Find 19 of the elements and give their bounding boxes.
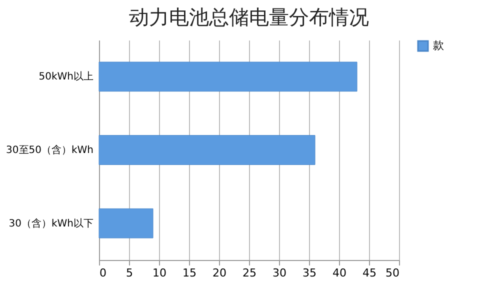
x-tick-label: 45 bbox=[362, 266, 376, 280]
y-tick-label: 30至50（含）kWh bbox=[6, 144, 94, 156]
x-tick-label: 20 bbox=[212, 266, 226, 280]
legend-label: 款 bbox=[433, 39, 444, 52]
chart-title: 动力电池总储电量分布情况 bbox=[129, 5, 369, 29]
bar bbox=[98, 62, 358, 92]
x-tick-label: 30 bbox=[272, 266, 286, 280]
y-tick-label: 30（含）kWh以下 bbox=[8, 217, 94, 230]
x-tick-label: 35 bbox=[302, 266, 316, 280]
x-tick-label: 15 bbox=[182, 266, 196, 280]
y-tick-label: 50kWh以上 bbox=[38, 70, 94, 83]
x-tick-label: 50 bbox=[386, 266, 400, 280]
x-tick-label: 5 bbox=[126, 266, 133, 280]
x-tick-label: 0 bbox=[100, 266, 106, 280]
bar bbox=[98, 135, 316, 165]
x-tick-label: 25 bbox=[242, 266, 256, 280]
bar bbox=[98, 208, 154, 238]
x-tick-label: 40 bbox=[332, 266, 346, 280]
x-tick-label: 10 bbox=[152, 266, 166, 280]
